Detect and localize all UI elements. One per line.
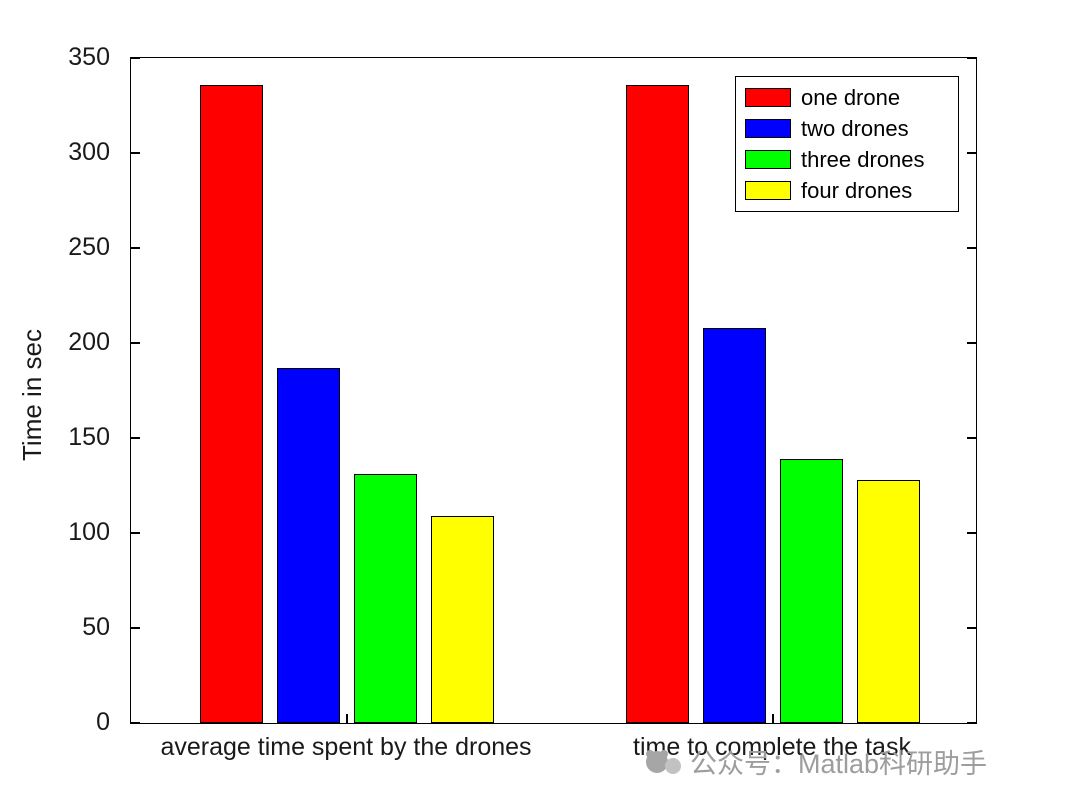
- legend-label: one drone: [801, 84, 901, 110]
- y-tick-label: 50: [82, 613, 110, 641]
- y-tick-mark: [131, 342, 140, 344]
- y-tick-mark: [131, 722, 140, 724]
- y-tick-mark: [967, 57, 976, 59]
- y-tick-mark: [131, 247, 140, 249]
- y-tick-mark: [131, 532, 140, 534]
- watermark-text: 公众号：Matlab科研助手: [690, 749, 988, 779]
- legend-swatch: [745, 150, 791, 169]
- bar: [431, 516, 494, 723]
- bar: [626, 85, 689, 723]
- bar: [780, 459, 843, 723]
- y-tick-label: 350: [68, 43, 110, 71]
- legend: one drone two drones three drones four dron…: [735, 76, 959, 212]
- y-tick-mark: [131, 627, 140, 629]
- x-axis: average time spent by the drones time to …: [0, 732, 1080, 768]
- y-tick-label: 200: [68, 328, 110, 356]
- legend-label: three drones: [801, 146, 925, 172]
- y-tick-mark: [967, 627, 976, 629]
- bar: [200, 85, 263, 723]
- legend-item: three drones: [736, 144, 958, 175]
- y-tick-mark: [967, 247, 976, 249]
- legend-item: one drone: [736, 82, 958, 113]
- y-tick-label: 0: [96, 708, 110, 736]
- y-tick-label: 300: [68, 138, 110, 166]
- bar: [703, 328, 766, 723]
- y-tick-label: 150: [68, 423, 110, 451]
- x-tick-label: time to complete the task: [633, 733, 911, 761]
- legend-swatch: [745, 119, 791, 138]
- y-tick-label: 250: [68, 233, 110, 261]
- legend-item: four drones: [736, 175, 958, 206]
- x-tick-label: average time spent by the drones: [160, 733, 532, 761]
- x-tick-mark: [772, 714, 774, 723]
- y-tick-mark: [967, 152, 976, 154]
- legend-label: two drones: [801, 115, 909, 141]
- legend-swatch: [745, 88, 791, 107]
- plot-area: one drone two drones three drones four dron…: [130, 57, 977, 724]
- y-tick-mark: [967, 722, 976, 724]
- y-tick-mark: [131, 437, 140, 439]
- y-tick-mark: [131, 57, 140, 59]
- legend-swatch: [745, 181, 791, 200]
- y-axis: 0 50 100 150 200 250 300 350: [0, 43, 120, 736]
- y-tick-mark: [967, 342, 976, 344]
- bar: [857, 480, 920, 723]
- bar: [354, 474, 417, 723]
- legend-item: two drones: [736, 113, 958, 144]
- watermark: 公众号：Matlab科研助手: [644, 742, 987, 781]
- watermark-logo-icon: [644, 746, 684, 778]
- x-tick-mark: [346, 714, 348, 723]
- y-tick-label: 100: [68, 518, 110, 546]
- bar: [277, 368, 340, 723]
- y-tick-mark: [131, 152, 140, 154]
- y-tick-mark: [967, 437, 976, 439]
- y-tick-mark: [967, 532, 976, 534]
- legend-label: four drones: [801, 177, 913, 203]
